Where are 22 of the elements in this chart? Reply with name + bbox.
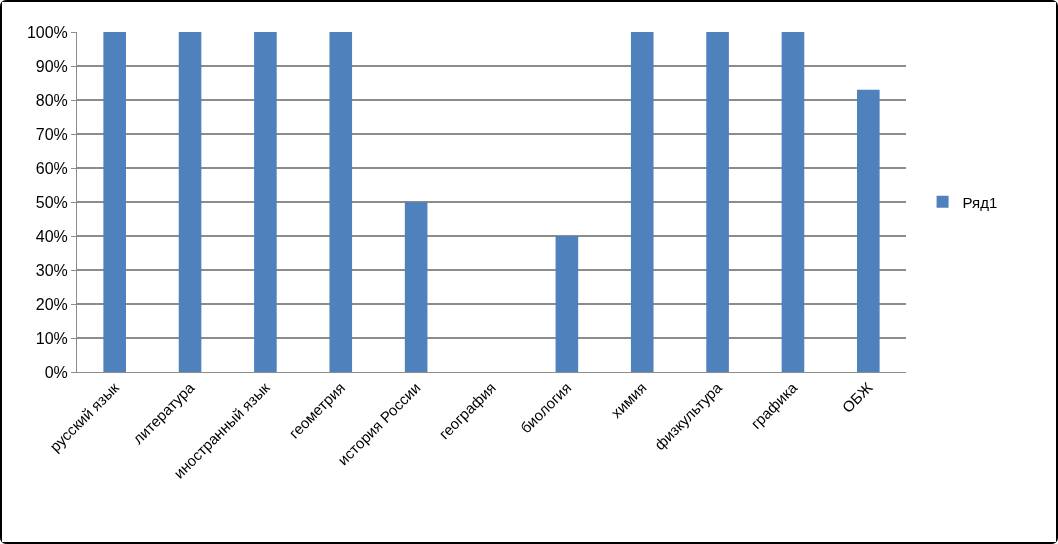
y-tick-label: 10%	[35, 329, 68, 347]
bar	[103, 32, 126, 372]
y-tick-label: 90%	[35, 57, 68, 75]
bar	[254, 32, 277, 372]
bar	[329, 32, 353, 372]
bar	[630, 32, 654, 372]
y-tick-label: 70%	[35, 125, 68, 143]
y-tick-label: 50%	[35, 193, 68, 211]
y-tick-label: 80%	[35, 91, 68, 109]
bar	[178, 32, 202, 372]
y-tick-label: 100%	[26, 23, 68, 41]
bar	[404, 202, 428, 372]
legend-label: Ряд1	[962, 193, 998, 211]
y-tick-label: 30%	[35, 261, 68, 279]
y-tick-label: 20%	[35, 295, 68, 313]
y-tick-label: 40%	[35, 227, 68, 245]
y-tick-label: 60%	[35, 159, 68, 177]
y-tick-label: 0%	[44, 363, 68, 381]
bar	[781, 32, 805, 372]
bar	[706, 32, 729, 372]
bar	[857, 89, 880, 372]
bar	[555, 236, 579, 372]
